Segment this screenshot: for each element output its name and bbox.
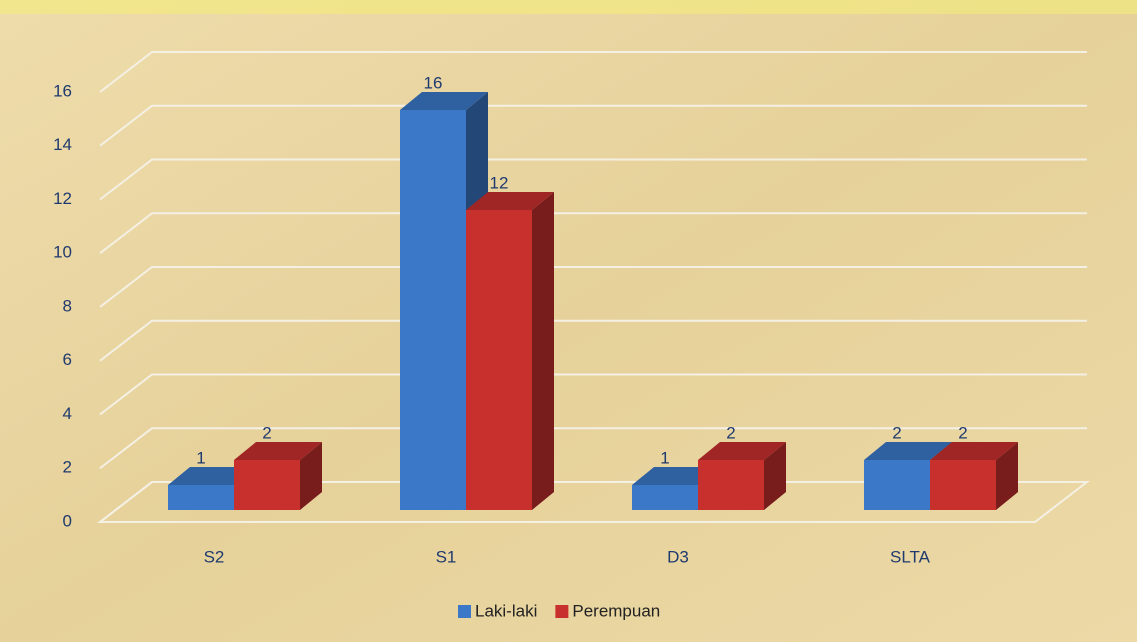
y-tick-label: 16 (53, 81, 72, 100)
grid-line (99, 427, 1087, 470)
bar-top (698, 442, 786, 460)
bar (930, 442, 1018, 510)
bar-side (996, 442, 1018, 510)
value-label: 2 (958, 423, 967, 442)
value-label: 1 (660, 448, 669, 467)
value-label: 1 (196, 448, 205, 467)
value-label: 16 (424, 73, 443, 92)
bar-front (930, 460, 996, 510)
bar-front (466, 210, 532, 510)
bar-front (698, 460, 764, 510)
y-tick-label: 14 (53, 135, 72, 154)
bar-side (532, 192, 554, 510)
value-label: 12 (490, 173, 509, 192)
value-label: 2 (726, 423, 735, 442)
bar-top (864, 442, 952, 460)
bar-top (400, 92, 488, 110)
bar-side (300, 442, 322, 510)
bar-side (764, 442, 786, 510)
bar-front (168, 485, 234, 510)
bar-front (632, 485, 698, 510)
x-tick-label: S2 (204, 547, 225, 566)
bar-top (466, 192, 554, 210)
x-tick-label: SLTA (890, 547, 931, 566)
x-tick-label: S1 (436, 547, 457, 566)
legend-swatch (555, 605, 569, 618)
legend-label: Laki-laki (475, 601, 537, 620)
bar (466, 192, 554, 510)
bar-top (234, 442, 322, 460)
x-tick-label: D3 (667, 547, 689, 566)
grid-line (99, 212, 1087, 255)
value-label: 2 (262, 423, 271, 442)
legend-swatch (458, 605, 471, 618)
y-tick-label: 4 (63, 404, 72, 423)
top-band (0, 0, 1137, 14)
grid-line (99, 104, 1087, 147)
y-tick-label: 2 (63, 458, 72, 477)
floor (97, 481, 1090, 523)
grid-line (99, 319, 1087, 362)
bar-front (864, 460, 930, 510)
legend-label: Perempuan (572, 601, 660, 620)
bar (698, 442, 786, 510)
y-tick-label: 12 (53, 189, 72, 208)
grid-line (99, 51, 1087, 93)
bar-front (234, 460, 300, 510)
bar-front (400, 110, 466, 510)
y-tick-label: 6 (63, 350, 72, 369)
y-tick-label: 8 (63, 296, 72, 315)
grid-line (99, 266, 1087, 308)
bar (234, 442, 322, 510)
bar-top (930, 442, 1018, 460)
y-tick-label: 0 (63, 511, 72, 530)
value-label: 2 (892, 423, 901, 442)
grid-line (99, 373, 1087, 416)
grid-line (99, 158, 1087, 201)
y-tick-label: 10 (53, 243, 72, 262)
